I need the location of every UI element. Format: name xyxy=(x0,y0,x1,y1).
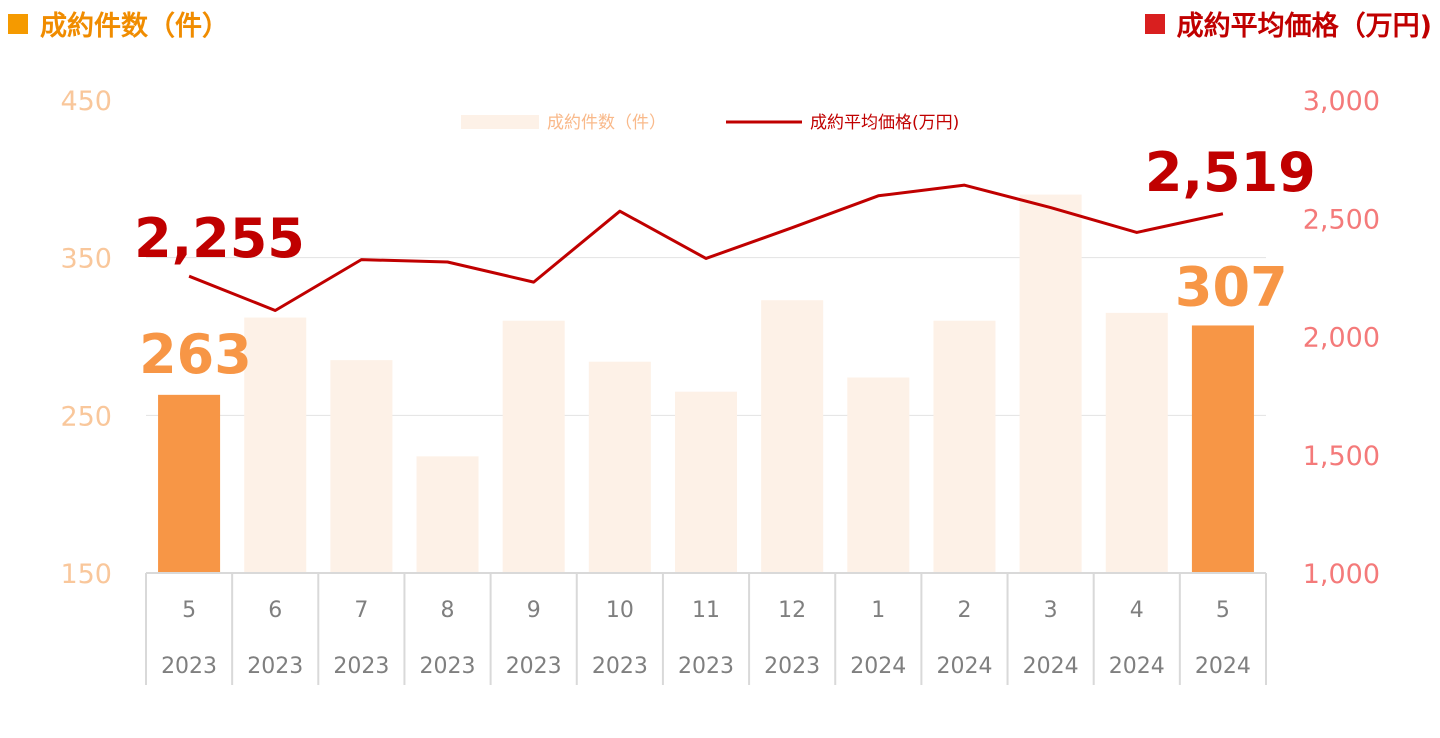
x-tick-year: 2024 xyxy=(1195,654,1251,679)
x-tick-month: 4 xyxy=(1130,598,1144,623)
x-tick-month: 12 xyxy=(778,598,806,623)
x-axis: 5202362023720238202392023102023112023122… xyxy=(145,572,1267,685)
price-line-group xyxy=(188,183,1224,312)
data-labels: 263 307 2,255 2,519 xyxy=(134,141,1316,386)
bars-group xyxy=(158,194,1254,573)
bar xyxy=(933,320,996,573)
x-tick-year: 2023 xyxy=(506,654,562,679)
left-axis-header-text: 成約件数（件） xyxy=(40,11,229,42)
left-tick-label: 350 xyxy=(60,244,112,275)
right-tick-label: 1,000 xyxy=(1303,559,1380,590)
red-square-icon xyxy=(1144,13,1165,34)
legend-bar-swatch xyxy=(461,115,539,129)
x-tick-month: 8 xyxy=(441,598,455,623)
price-line xyxy=(188,183,1224,312)
legend: 成約件数（件） 成約平均価格(万円) xyxy=(461,113,959,133)
x-tick-month: 2 xyxy=(957,598,971,623)
left-tick-label: 150 xyxy=(60,559,112,590)
bar xyxy=(674,391,738,573)
right-axis-header: 成約平均価格（万円) xyxy=(1144,4,1432,43)
bar xyxy=(416,456,479,573)
line-label-first: 2,255 xyxy=(134,207,305,270)
orange-square-icon xyxy=(8,13,28,34)
bar xyxy=(588,361,651,573)
x-tick-month: 10 xyxy=(606,598,634,623)
x-tick-month: 11 xyxy=(692,598,720,623)
bar xyxy=(158,394,221,573)
bar xyxy=(1191,325,1254,573)
right-tick-label: 2,500 xyxy=(1303,204,1380,235)
x-tick-year: 2024 xyxy=(1109,654,1165,679)
bar xyxy=(244,317,307,573)
x-tick-year: 2023 xyxy=(161,654,217,679)
x-tick-year: 2023 xyxy=(420,654,476,679)
bar-label-last: 307 xyxy=(1175,255,1288,318)
right-axis-header-text: 成約平均価格（万円) xyxy=(1176,11,1432,42)
x-tick-month: 6 xyxy=(268,598,282,623)
right-tick-label: 2,000 xyxy=(1303,323,1380,354)
x-tick-year: 2023 xyxy=(247,654,303,679)
x-tick-year: 2024 xyxy=(850,654,906,679)
x-tick-month: 1 xyxy=(871,598,885,623)
legend-bar-label: 成約件数（件） xyxy=(547,113,666,133)
x-tick-year: 2023 xyxy=(678,654,734,679)
right-tick-label: 1,500 xyxy=(1303,441,1380,472)
x-tick-year: 2024 xyxy=(936,654,992,679)
right-tick-label: 3,000 xyxy=(1303,86,1380,117)
bar xyxy=(761,300,824,573)
left-axis-ticks: 150 250 350 450 xyxy=(60,86,112,590)
bar xyxy=(1019,194,1082,573)
x-tick-month: 3 xyxy=(1044,598,1058,623)
left-tick-label: 250 xyxy=(60,401,112,432)
bar xyxy=(330,360,393,573)
x-tick-year: 2023 xyxy=(592,654,648,679)
bar xyxy=(1105,312,1168,573)
bar xyxy=(847,377,910,573)
x-tick-month: 5 xyxy=(182,598,196,623)
x-tick-year: 2023 xyxy=(764,654,820,679)
line-label-last: 2,519 xyxy=(1145,141,1316,204)
legend-line-label: 成約平均価格(万円) xyxy=(810,113,959,133)
x-tick-month: 7 xyxy=(354,598,368,623)
x-tick-month: 9 xyxy=(527,598,541,623)
bar-label-first: 263 xyxy=(139,323,252,386)
x-tick-month: 5 xyxy=(1216,598,1230,623)
x-tick-year: 2024 xyxy=(1023,654,1079,679)
left-axis-header: 成約件数（件） xyxy=(8,4,229,43)
x-tick-year: 2023 xyxy=(333,654,389,679)
bar xyxy=(502,320,565,573)
left-tick-label: 450 xyxy=(60,86,112,117)
right-axis-ticks: 1,000 1,500 2,000 2,500 3,000 xyxy=(1303,86,1380,590)
